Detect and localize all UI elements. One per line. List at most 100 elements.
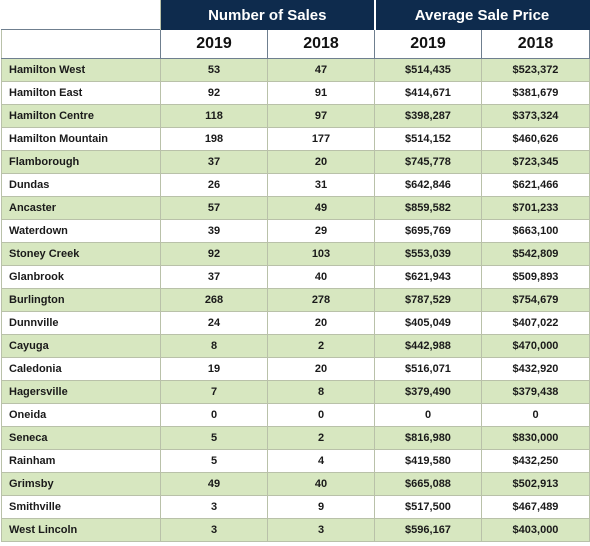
- table-row: Ancaster 57 49 $859,582 $701,233: [1, 196, 590, 220]
- price-2018-cell: $621,466: [481, 173, 590, 197]
- area-name-cell: Dunnville: [1, 311, 161, 335]
- sales-2018-cell: 20: [267, 357, 375, 381]
- price-2019-cell: $405,049: [374, 311, 482, 335]
- sales-2019-cell: 39: [160, 219, 268, 243]
- sales-2019-cell: 5: [160, 449, 268, 473]
- table-row: Waterdown 39 29 $695,769 $663,100: [1, 219, 590, 243]
- price-2018-cell: $432,250: [481, 449, 590, 473]
- price-2018-cell: $403,000: [481, 518, 590, 542]
- table-row: Smithville 3 9 $517,500 $467,489: [1, 495, 590, 519]
- price-2019-cell: $379,490: [374, 380, 482, 404]
- price-2018-cell: $509,893: [481, 265, 590, 289]
- area-name-cell: Hamilton West: [1, 58, 161, 82]
- sales-2018-cell: 278: [267, 288, 375, 312]
- price-2019-cell: $787,529: [374, 288, 482, 312]
- table-row: Flamborough 37 20 $745,778 $723,345: [1, 150, 590, 174]
- year-header-sales-2019: 2019: [160, 29, 268, 59]
- price-2019-cell: $553,039: [374, 242, 482, 266]
- column-group-header-row: Number of Sales Average Sale Price: [1, 0, 590, 30]
- sales-2019-cell: 92: [160, 81, 268, 105]
- price-2019-cell: $414,671: [374, 81, 482, 105]
- price-2018-cell: $407,022: [481, 311, 590, 335]
- price-2018-cell: $663,100: [481, 219, 590, 243]
- year-header-sales-2018: 2018: [267, 29, 375, 59]
- price-2019-cell: $442,988: [374, 334, 482, 358]
- price-2019-cell: $419,580: [374, 449, 482, 473]
- sales-2019-cell: 8: [160, 334, 268, 358]
- sales-2019-cell: 3: [160, 518, 268, 542]
- price-2019-cell: $816,980: [374, 426, 482, 450]
- price-2019-cell: $596,167: [374, 518, 482, 542]
- price-2018-cell: $542,809: [481, 242, 590, 266]
- sales-2019-cell: 49: [160, 472, 268, 496]
- price-2018-cell: $723,345: [481, 150, 590, 174]
- sales-2019-cell: 0: [160, 403, 268, 427]
- sales-2019-cell: 3: [160, 495, 268, 519]
- sales-2018-cell: 29: [267, 219, 375, 243]
- sales-2019-cell: 37: [160, 150, 268, 174]
- corner-cell: [1, 0, 161, 30]
- table-row: Oneida 0 0 0 0: [1, 403, 590, 427]
- price-2019-cell: $621,943: [374, 265, 482, 289]
- area-name-cell: Hamilton East: [1, 81, 161, 105]
- price-2018-cell: $523,372: [481, 58, 590, 82]
- table-row: Caledonia 19 20 $516,071 $432,920: [1, 357, 590, 381]
- area-name-cell: Seneca: [1, 426, 161, 450]
- table-row: Hamilton Mountain 198 177 $514,152 $460,626: [1, 127, 590, 151]
- area-name-cell: Smithville: [1, 495, 161, 519]
- area-name-cell: West Lincoln: [1, 518, 161, 542]
- column-group-number-of-sales: Number of Sales: [160, 0, 376, 30]
- price-2018-cell: $754,679: [481, 288, 590, 312]
- price-2018-cell: $470,000: [481, 334, 590, 358]
- year-header-price-2019: 2019: [374, 29, 482, 59]
- sales-2019-cell: 268: [160, 288, 268, 312]
- area-name-cell: Dundas: [1, 173, 161, 197]
- sales-2019-cell: 198: [160, 127, 268, 151]
- sales-2018-cell: 9: [267, 495, 375, 519]
- sales-2018-cell: 20: [267, 150, 375, 174]
- sales-2019-cell: 26: [160, 173, 268, 197]
- sales-2019-cell: 92: [160, 242, 268, 266]
- table-row: Cayuga 8 2 $442,988 $470,000: [1, 334, 590, 358]
- sales-2019-cell: 7: [160, 380, 268, 404]
- sales-2018-cell: 103: [267, 242, 375, 266]
- table-row: West Lincoln 3 3 $596,167 $403,000: [1, 518, 590, 542]
- table-row: Burlington 268 278 $787,529 $754,679: [1, 288, 590, 312]
- area-name-cell: Cayuga: [1, 334, 161, 358]
- price-2018-cell: $381,679: [481, 81, 590, 105]
- price-2019-cell: $642,846: [374, 173, 482, 197]
- price-2018-cell: $373,324: [481, 104, 590, 128]
- table-row: Hagersville 7 8 $379,490 $379,438: [1, 380, 590, 404]
- sales-2019-cell: 5: [160, 426, 268, 450]
- price-2019-cell: $695,769: [374, 219, 482, 243]
- sales-2018-cell: 2: [267, 426, 375, 450]
- table-row: Grimsby 49 40 $665,088 $502,913: [1, 472, 590, 496]
- area-name-cell: Stoney Creek: [1, 242, 161, 266]
- area-name-cell: Caledonia: [1, 357, 161, 381]
- price-2019-cell: $745,778: [374, 150, 482, 174]
- year-header-price-2018: 2018: [481, 29, 590, 59]
- sales-2019-cell: 24: [160, 311, 268, 335]
- price-2019-cell: $514,152: [374, 127, 482, 151]
- sales-2019-cell: 37: [160, 265, 268, 289]
- price-2019-cell: $665,088: [374, 472, 482, 496]
- table-row: Dunnville 24 20 $405,049 $407,022: [1, 311, 590, 335]
- sales-2019-cell: 53: [160, 58, 268, 82]
- area-name-cell: Flamborough: [1, 150, 161, 174]
- area-name-cell: Hamilton Centre: [1, 104, 161, 128]
- table-body: Hamilton West 53 47 $514,435 $523,372 Hamilto…: [1, 58, 590, 542]
- table-row: Seneca 5 2 $816,980 $830,000: [1, 426, 590, 450]
- price-2019-cell: $514,435: [374, 58, 482, 82]
- table-row: Rainham 5 4 $419,580 $432,250: [1, 449, 590, 473]
- table-row: Hamilton Centre 118 97 $398,287 $373,324: [1, 104, 590, 128]
- sales-2019-cell: 57: [160, 196, 268, 220]
- sales-2019-cell: 118: [160, 104, 268, 128]
- price-2019-cell: $516,071: [374, 357, 482, 381]
- sales-2018-cell: 31: [267, 173, 375, 197]
- price-2019-cell: $398,287: [374, 104, 482, 128]
- table-row: Hamilton East 92 91 $414,671 $381,679: [1, 81, 590, 105]
- area-name-cell: Ancaster: [1, 196, 161, 220]
- table-row: Stoney Creek 92 103 $553,039 $542,809: [1, 242, 590, 266]
